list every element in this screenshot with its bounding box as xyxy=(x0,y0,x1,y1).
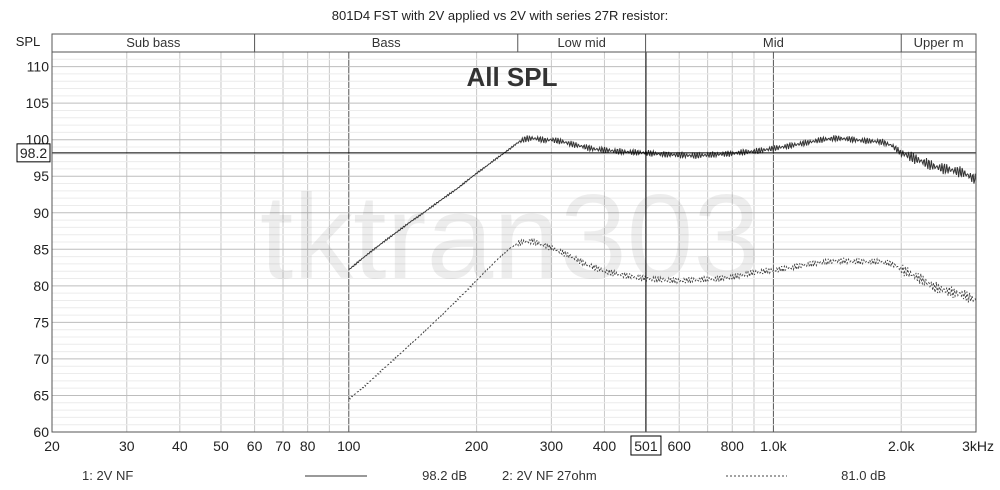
y-axis-label: SPL xyxy=(16,34,41,49)
y-tick-label: 65 xyxy=(33,387,49,403)
y-tick-label: 95 xyxy=(33,168,49,184)
x-tick-label: 60 xyxy=(247,438,263,454)
band-label: Low mid xyxy=(557,35,605,50)
band-label: Bass xyxy=(372,35,401,50)
x-tick-label: 400 xyxy=(593,438,617,454)
x-tick-label: 300 xyxy=(540,438,564,454)
band-label: Upper m xyxy=(914,35,964,50)
y-tick-label: 70 xyxy=(33,351,49,367)
y-tick-label: 85 xyxy=(33,241,49,257)
cursor-y-label: 98.2 xyxy=(20,145,47,161)
legend-cursor-value: 98.2 dB xyxy=(422,468,467,483)
x-tick-labels: 20 30 40 50 60 70 80 100 200 300 400 600 800 1.0k 2.0k… xyxy=(44,438,994,454)
series-lines xyxy=(348,134,977,400)
band-label: Sub bass xyxy=(126,35,181,50)
x-tick-label: 1.0k xyxy=(760,438,787,454)
series-line-1 xyxy=(348,134,977,271)
series-line-2 xyxy=(348,238,977,400)
x-tick-label: 40 xyxy=(172,438,188,454)
cursor-x-label: 501 xyxy=(634,438,658,454)
x-tick-label: 800 xyxy=(721,438,745,454)
x-tick-label: 50 xyxy=(213,438,229,454)
y-tick-label: 110 xyxy=(27,59,50,75)
x-tick-label: 70 xyxy=(275,438,291,454)
x-tick-label: 2.0k xyxy=(888,438,915,454)
frequency-band-bar: Sub bass Bass Low mid Mid Upper m xyxy=(51,33,977,53)
y-tick-label: 80 xyxy=(33,278,49,294)
x-tick-label: 100 xyxy=(337,438,361,454)
x-tick-label: 80 xyxy=(300,438,316,454)
band-label: Mid xyxy=(763,35,784,50)
y-tick-label: 75 xyxy=(33,314,49,330)
x-tick-label: 200 xyxy=(465,438,489,454)
x-tick-label: 20 xyxy=(44,438,60,454)
x-tick-label: 30 xyxy=(119,438,135,454)
cursor-crosshair[interactable]: 98.2 501 xyxy=(16,52,976,456)
chart-title: 801D4 FST with 2V applied vs 2V with ser… xyxy=(332,8,668,23)
chart-annotation: All SPL xyxy=(466,62,557,92)
y-tick-label: 60 xyxy=(33,424,49,440)
y-tick-label: 90 xyxy=(33,205,49,221)
cursor-x-box xyxy=(630,435,662,456)
x-tick-label: 600 xyxy=(668,438,692,454)
y-tick-label: 105 xyxy=(26,95,50,111)
watermark: tktran303 xyxy=(260,170,760,304)
x-tick-label: 3kHz xyxy=(962,438,994,454)
legend-series-name: 1: 2V NF xyxy=(82,468,133,483)
band-bar-frame xyxy=(51,33,977,53)
cursor-y-box xyxy=(16,143,51,163)
legend: 1: 2V NF 98.2 dB 2: 2V NF 27ohm 81.0 dB xyxy=(82,468,886,483)
plot-frame xyxy=(51,51,977,433)
legend-cursor-value: 81.0 dB xyxy=(841,468,886,483)
legend-series-name: 2: 2V NF 27ohm xyxy=(502,468,597,483)
